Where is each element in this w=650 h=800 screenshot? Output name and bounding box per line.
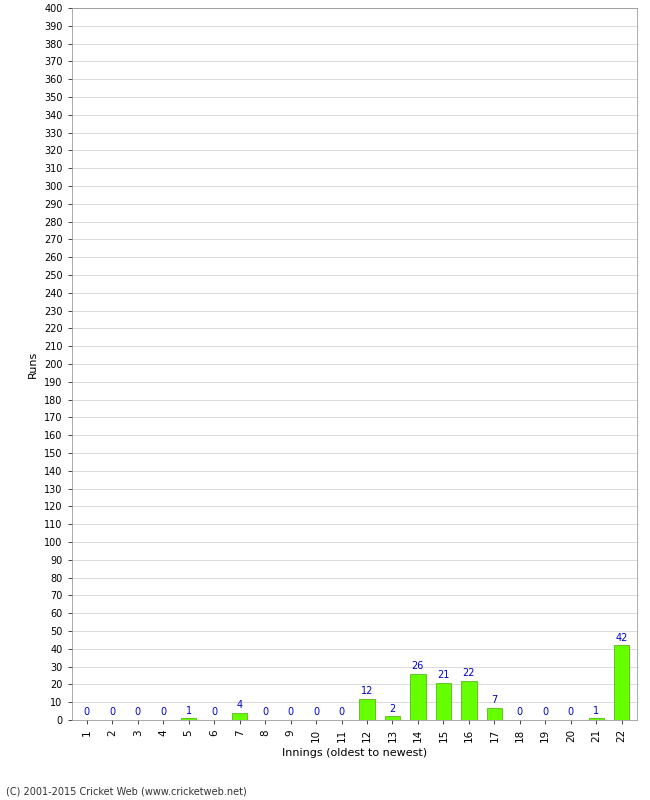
- Text: 0: 0: [567, 707, 574, 718]
- Text: 1: 1: [186, 706, 192, 715]
- Text: 0: 0: [84, 707, 90, 718]
- Text: 4: 4: [237, 700, 242, 710]
- Bar: [614, 646, 629, 720]
- Text: 0: 0: [109, 707, 115, 718]
- Text: 7: 7: [491, 695, 497, 705]
- Bar: [462, 681, 476, 720]
- Bar: [385, 717, 400, 720]
- Text: 0: 0: [313, 707, 319, 718]
- Y-axis label: Runs: Runs: [29, 350, 38, 378]
- Text: 2: 2: [389, 704, 396, 714]
- Text: 0: 0: [262, 707, 268, 718]
- Text: 0: 0: [211, 707, 217, 718]
- Text: 0: 0: [287, 707, 294, 718]
- Text: 0: 0: [517, 707, 523, 718]
- Bar: [487, 707, 502, 720]
- Bar: [410, 674, 426, 720]
- Bar: [232, 713, 247, 720]
- Bar: [359, 698, 374, 720]
- Text: 22: 22: [463, 668, 475, 678]
- Text: 1: 1: [593, 706, 599, 715]
- X-axis label: Innings (oldest to newest): Innings (oldest to newest): [281, 748, 427, 758]
- Bar: [436, 682, 451, 720]
- Text: 0: 0: [339, 707, 345, 718]
- Text: 0: 0: [160, 707, 166, 718]
- Bar: [589, 718, 604, 720]
- Text: 0: 0: [135, 707, 141, 718]
- Bar: [181, 718, 196, 720]
- Text: 0: 0: [542, 707, 549, 718]
- Text: 42: 42: [616, 633, 628, 642]
- Text: 26: 26: [411, 661, 424, 671]
- Text: 21: 21: [437, 670, 450, 680]
- Text: (C) 2001-2015 Cricket Web (www.cricketweb.net): (C) 2001-2015 Cricket Web (www.cricketwe…: [6, 786, 247, 796]
- Text: 12: 12: [361, 686, 373, 696]
